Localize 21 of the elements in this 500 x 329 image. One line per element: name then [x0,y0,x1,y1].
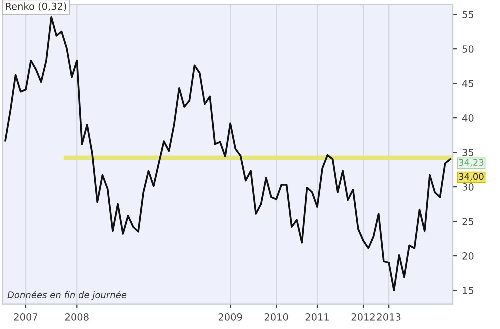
x-tick-label: 2012 [352,314,375,321]
y-tick-label: 45 [462,80,474,88]
line-series [4,16,452,292]
text: 34,00 [459,173,484,182]
chart-title: Renko (0,32) [6,2,66,12]
y-tick-label: 35 [462,149,474,156]
x-tick-label: 2010 [264,314,288,321]
y-tick-label: 15 [463,287,474,294]
x-tick-label: 2013 [377,314,401,321]
y-tick-label: 20 [462,252,474,260]
y-tick-label: 25 [462,218,474,226]
x-tick-label: 2011 [306,314,329,321]
x-tick-label: 2007 [14,314,38,321]
y-tick-label: 50 [462,46,474,53]
y-tick-label: 40 [462,114,474,122]
y-tick-label: 30 [462,184,474,191]
x-tick-label: 2009 [218,314,242,321]
annotation: Données en fin de journée [8,291,127,300]
ref-line-label: 34,23 [459,159,484,167]
x-tick-label: 2008 [65,314,89,321]
y-tick-label: 55 [462,11,474,18]
